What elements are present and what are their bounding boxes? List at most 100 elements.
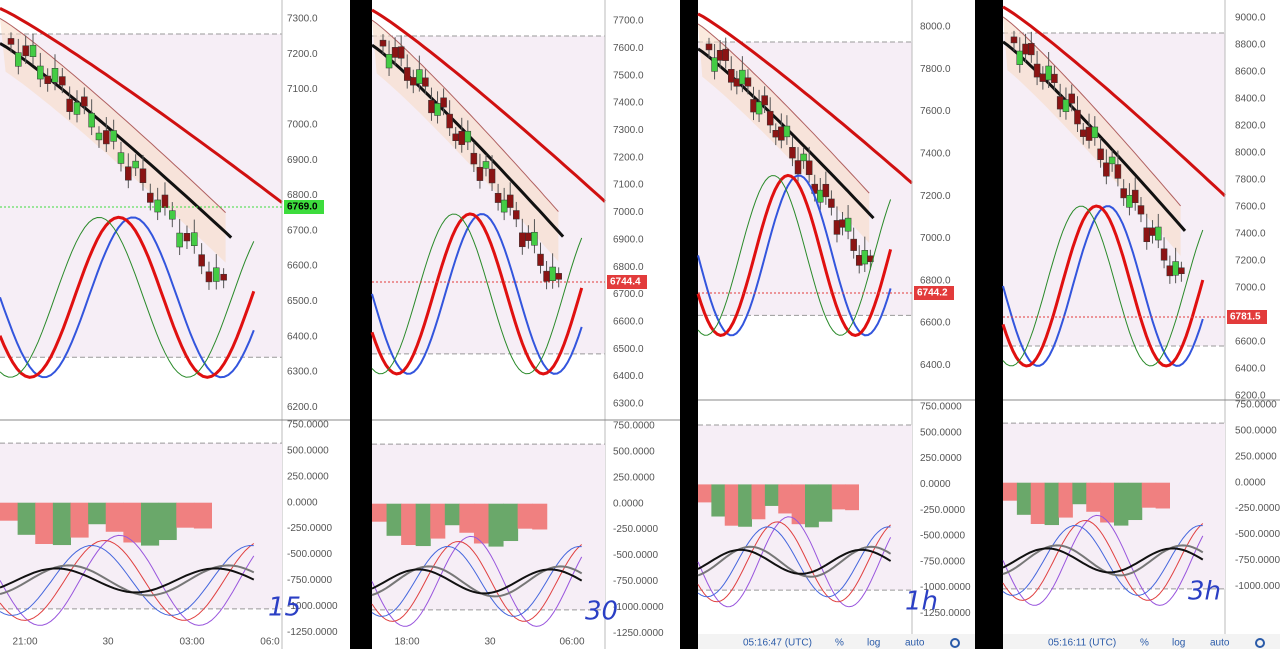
indicator-tick-label: -750.0000 bbox=[920, 556, 965, 567]
indicator-tick-label: -1250.0000 bbox=[613, 628, 664, 639]
candle bbox=[778, 126, 785, 141]
histogram-block bbox=[1030, 482, 1046, 525]
candle bbox=[37, 65, 44, 80]
histogram-block bbox=[0, 502, 19, 521]
histogram-block bbox=[88, 502, 107, 525]
utc-clock: 05:16:11 (UTC) bbox=[1048, 638, 1116, 649]
indicator-line bbox=[0, 567, 255, 594]
indicator-tick-label: -750.0000 bbox=[613, 576, 658, 587]
candle bbox=[817, 189, 824, 203]
price-tick-label: 7300.0 bbox=[613, 125, 644, 136]
oscillator-line bbox=[0, 215, 256, 379]
candle bbox=[403, 67, 411, 81]
settings-gear[interactable] bbox=[950, 638, 960, 648]
candle bbox=[482, 161, 490, 169]
candle bbox=[711, 57, 718, 72]
candle bbox=[434, 103, 441, 116]
histogram-block bbox=[105, 502, 124, 532]
candle bbox=[458, 130, 466, 145]
histogram-block bbox=[778, 484, 793, 514]
percent-toggle[interactable]: % bbox=[835, 638, 844, 649]
settings-gear[interactable] bbox=[1255, 638, 1265, 648]
time-label: 30 bbox=[102, 637, 114, 648]
candle bbox=[513, 210, 520, 220]
indicator-tick-label: 250.0000 bbox=[1235, 451, 1277, 462]
candle bbox=[728, 69, 735, 83]
price-tick-label: 8000.0 bbox=[920, 22, 951, 33]
log-toggle[interactable]: log bbox=[1172, 638, 1185, 649]
price-tick-label: 6200.0 bbox=[287, 402, 318, 413]
price-tick-label: 7000.0 bbox=[287, 120, 318, 131]
histogram-block bbox=[1114, 482, 1129, 526]
candle bbox=[397, 46, 405, 59]
candle bbox=[1120, 188, 1127, 199]
candle bbox=[81, 96, 88, 107]
price-tick-label: 6400.0 bbox=[613, 371, 644, 382]
candle bbox=[51, 68, 59, 83]
histogram-block bbox=[401, 503, 417, 546]
candle bbox=[1068, 93, 1075, 104]
price-tag bbox=[914, 286, 954, 300]
indicator-tick-label: 750.0000 bbox=[920, 402, 962, 413]
histogram-block bbox=[1058, 482, 1073, 518]
candle bbox=[139, 168, 147, 183]
indicator-tick-label: 0.0000 bbox=[287, 497, 318, 508]
indicator-tick-label: 500.0000 bbox=[287, 446, 329, 457]
indicator-line bbox=[371, 568, 583, 595]
candle bbox=[783, 125, 791, 138]
ma-line bbox=[0, 7, 283, 204]
oscillator-line bbox=[696, 173, 893, 337]
candle bbox=[452, 133, 459, 141]
candle bbox=[103, 130, 110, 145]
histogram-block bbox=[444, 503, 460, 526]
indicator-tick-label: -500.0000 bbox=[613, 550, 658, 561]
oscillator-line bbox=[0, 216, 255, 378]
candle bbox=[66, 98, 73, 112]
indicator-line bbox=[0, 544, 254, 616]
price-tick-label: 6600.0 bbox=[920, 318, 951, 329]
indicator-tick-label: -500.0000 bbox=[287, 549, 332, 560]
candle bbox=[1039, 73, 1047, 82]
auto-toggle[interactable]: auto bbox=[905, 638, 925, 649]
candle bbox=[794, 160, 802, 175]
indicator-tick-label: 250.0000 bbox=[920, 453, 962, 464]
indicator-tick-label: 500.0000 bbox=[1235, 426, 1277, 437]
candle bbox=[519, 232, 526, 248]
candle bbox=[176, 232, 183, 248]
auto-toggle[interactable]: auto bbox=[1210, 638, 1230, 649]
indicator-tick-label: -500.0000 bbox=[1235, 529, 1280, 540]
histogram-block bbox=[805, 484, 819, 528]
histogram-block bbox=[818, 484, 833, 522]
log-toggle[interactable]: log bbox=[867, 638, 880, 649]
candle bbox=[1097, 148, 1104, 160]
histogram-block bbox=[845, 484, 859, 511]
price-tick-label: 7600.0 bbox=[613, 43, 644, 54]
ma-line bbox=[697, 23, 870, 194]
histogram-block bbox=[532, 503, 548, 530]
price-tick-label: 6600.0 bbox=[287, 261, 318, 272]
candle bbox=[800, 153, 807, 162]
status-bar bbox=[698, 634, 975, 649]
indicator-tick-label: 0.0000 bbox=[920, 479, 951, 490]
candle bbox=[1028, 43, 1035, 56]
candle bbox=[488, 168, 496, 184]
price-tick-label: 7100.0 bbox=[613, 180, 644, 191]
indicator-line bbox=[1002, 519, 1204, 601]
candle bbox=[733, 78, 741, 87]
price-tag-label: 6781.5 bbox=[1230, 312, 1261, 323]
candle bbox=[1143, 227, 1151, 243]
candle bbox=[494, 192, 502, 203]
price-tick-label: 7200.0 bbox=[287, 49, 318, 60]
candle bbox=[549, 266, 556, 281]
oscillator-line bbox=[1001, 204, 1205, 368]
percent-toggle[interactable]: % bbox=[1140, 638, 1149, 649]
indicator-tick-label: 500.0000 bbox=[920, 427, 962, 438]
candle bbox=[1051, 73, 1058, 83]
histogram-block bbox=[1003, 482, 1018, 501]
ma-line bbox=[0, 17, 226, 213]
histogram-block bbox=[52, 502, 71, 546]
indicator-tick-label: -250.0000 bbox=[613, 524, 658, 535]
candle bbox=[88, 112, 95, 128]
indicator-line bbox=[697, 548, 892, 575]
price-tag-label: 6769.0 bbox=[287, 202, 318, 213]
